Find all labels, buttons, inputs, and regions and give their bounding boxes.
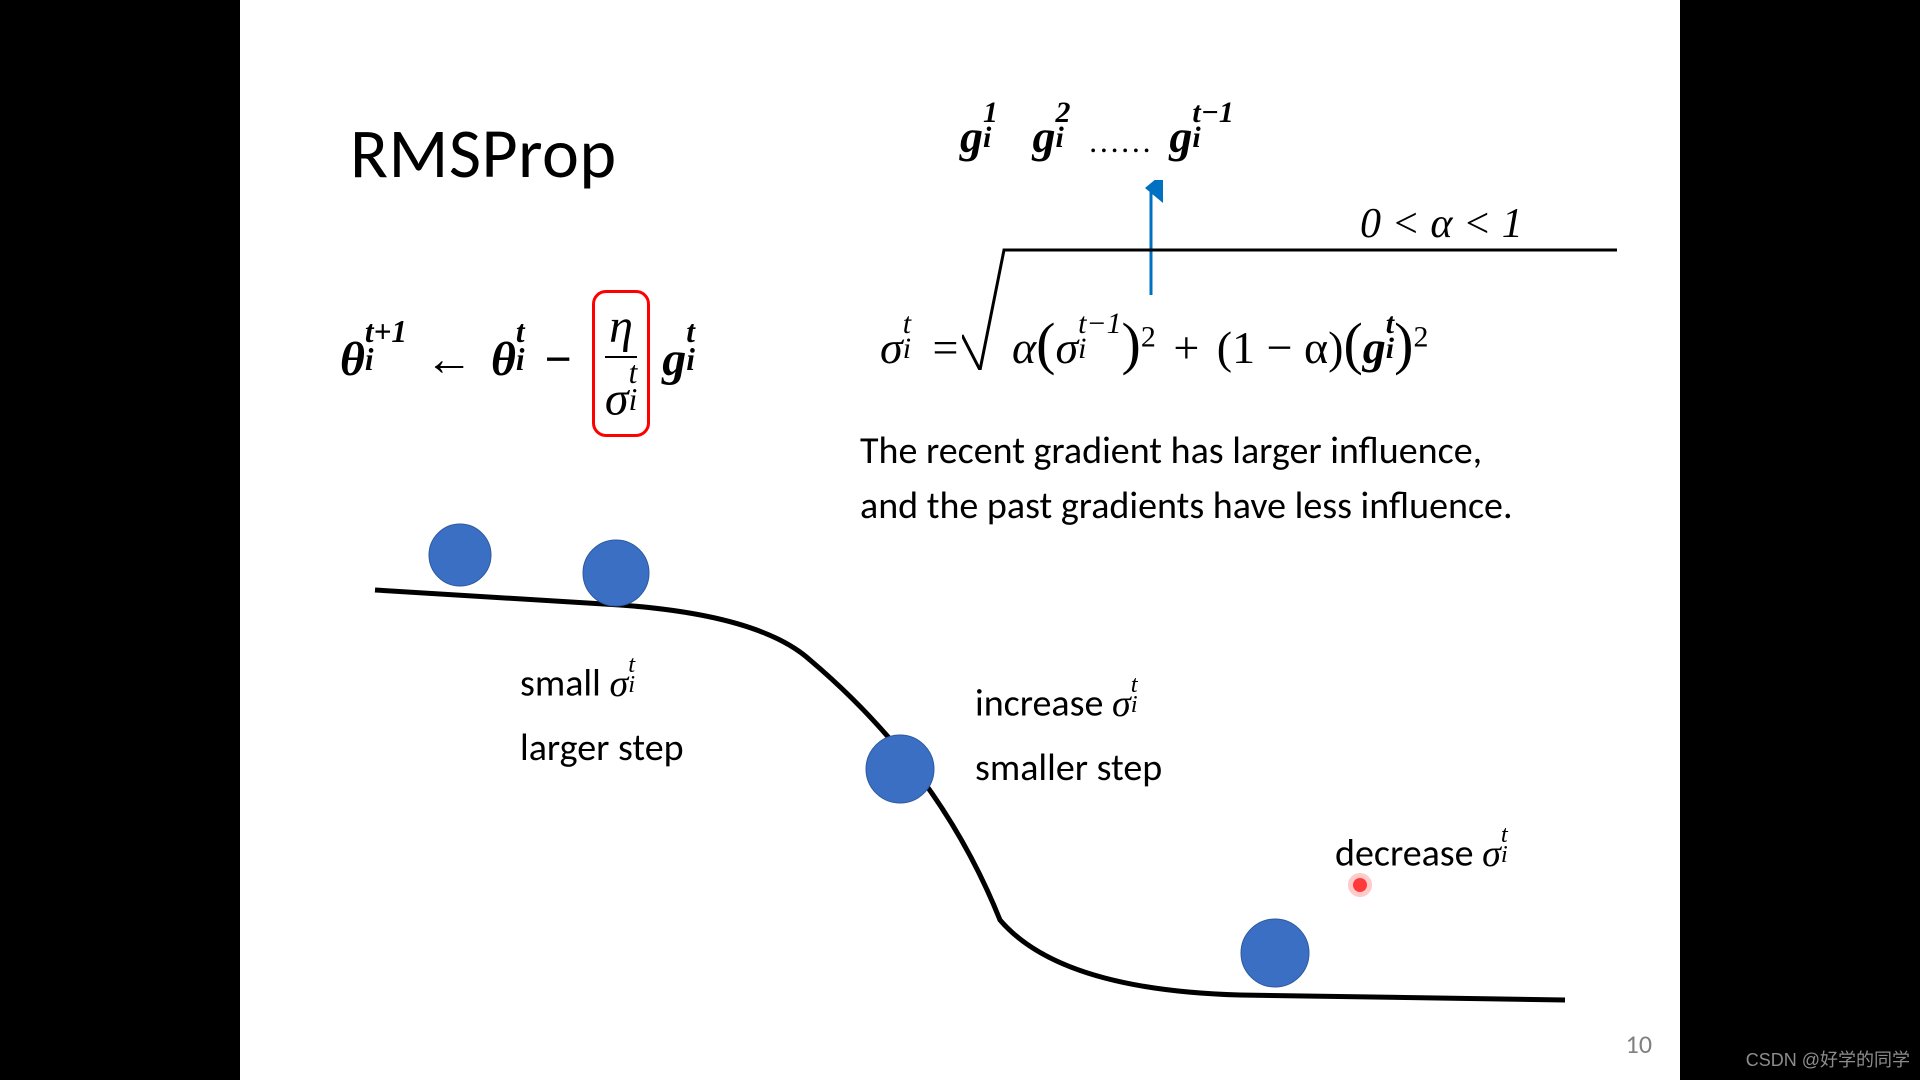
ball-2	[583, 540, 649, 606]
anno-small-sigma: small σti	[520, 655, 635, 707]
anno-decrease-sigma: decrease σti	[1335, 825, 1508, 877]
ball-4	[1241, 919, 1309, 987]
ball-1	[429, 524, 491, 586]
page-number: 10	[1626, 1028, 1652, 1060]
pointer-glow	[1348, 873, 1372, 897]
anno-larger-step: larger step	[520, 725, 684, 771]
anno-smaller-step: smaller step	[975, 745, 1162, 791]
slide: RMSProp θt+1i ← θti − η σti gti g1i g2i …	[240, 0, 1680, 1080]
loss-curve-diagram	[240, 0, 1680, 1080]
ball-3	[866, 735, 934, 803]
anno-increase-sigma: increase σti	[975, 675, 1138, 727]
watermark: CSDN @好学的同学	[1746, 1046, 1910, 1072]
loss-curve	[375, 590, 1565, 1000]
